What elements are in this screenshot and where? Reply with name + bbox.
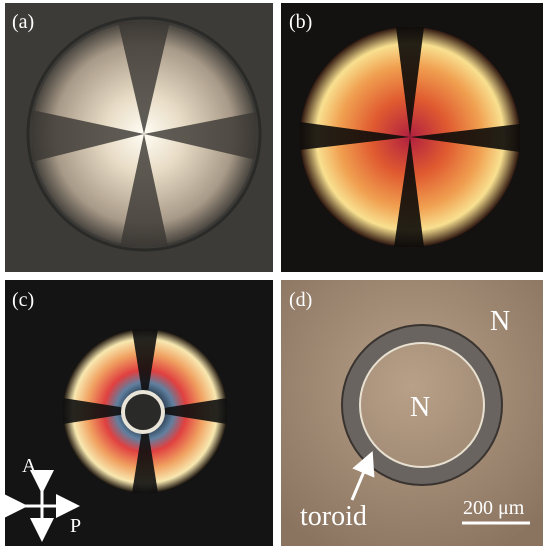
scale-label: 200 μm xyxy=(463,497,525,519)
toroid-core xyxy=(123,392,163,432)
panel-c: (c) A P xyxy=(5,280,273,546)
panel-d: (d) N N toroid 200 μm xyxy=(281,280,543,546)
panel-label: (d) xyxy=(289,289,312,311)
figure: (a) (b) (c) A P xyxy=(0,0,547,548)
analyzer-label: A xyxy=(22,455,37,477)
polarizer-label: P xyxy=(70,515,81,537)
panel-a: (a) xyxy=(5,3,273,272)
panel-label: (b) xyxy=(289,11,312,33)
phase-label: N xyxy=(490,306,510,337)
panel-b: (b) xyxy=(281,3,543,272)
phase-label: N xyxy=(410,392,430,423)
panel-label: (c) xyxy=(12,289,34,311)
page: {"panels": [ {"label": "(a)"}, {"label":… xyxy=(0,0,547,548)
annotation: toroid xyxy=(300,501,367,532)
panel-label: (a) xyxy=(12,11,34,33)
